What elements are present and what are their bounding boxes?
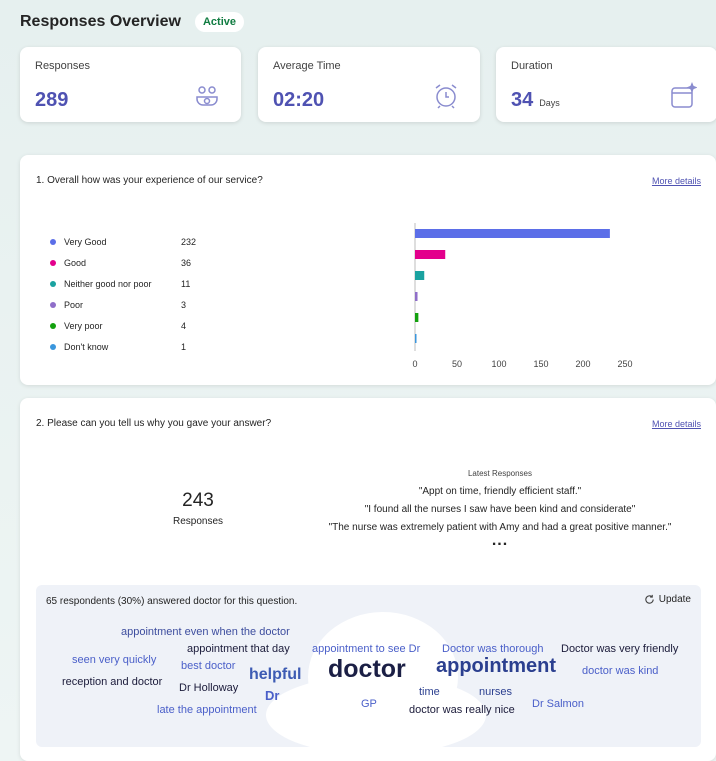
word-cloud-term[interactable]: appointment to see Dr [312, 643, 421, 655]
question-1-panel: 1. Overall how was your experience of ou… [20, 155, 716, 385]
x-tick-label: 50 [452, 359, 462, 369]
word-cloud-term[interactable]: reception and doctor [62, 676, 163, 688]
x-tick-label: 100 [491, 359, 506, 369]
x-tick-label: 250 [617, 359, 632, 369]
word-cloud-term[interactable]: late the appointment [157, 704, 257, 716]
latest-response-quote: "I found all the nurses I saw have been … [364, 504, 636, 515]
alarm-clock-icon [435, 84, 457, 109]
latest-response-quote: "The nurse was extremely patient with Am… [328, 522, 672, 533]
question-2-panel: 2. Please can you tell us why you gave y… [20, 398, 716, 761]
update-label: Update [658, 594, 691, 605]
word-cloud-term[interactable]: Dr Salmon [532, 698, 584, 710]
stat-card-average-time: Average Time 02:20 [258, 47, 480, 122]
page-title: Responses Overview [20, 13, 181, 30]
response-count: 243 [182, 490, 214, 511]
word-cloud-term[interactable]: Dr [265, 688, 280, 703]
legend-row: Neither good nor poor 11 [50, 273, 196, 294]
legend-count: 4 [181, 320, 187, 331]
legend-label: Good [64, 257, 87, 268]
word-cloud-term[interactable]: appointment that day [187, 643, 290, 655]
legend-label: Don't know [64, 341, 109, 352]
legend-label: Very poor [64, 320, 103, 331]
latest-responses-title: Latest Responses [467, 469, 533, 478]
stat-value: 02:20 [273, 89, 325, 111]
legend-count: 36 [181, 257, 192, 268]
bar-very-poor[interactable] [415, 313, 419, 322]
status-badge: Active [194, 12, 244, 32]
legend-color-dot [50, 238, 56, 245]
legend-label: Neither good nor poor [64, 278, 152, 289]
word-cloud-term[interactable]: appointment even when the doctor [121, 626, 290, 638]
stat-label: Average Time [273, 60, 341, 72]
bar-poor[interactable] [415, 292, 418, 301]
x-tick-label: 150 [533, 359, 548, 369]
stat-value: 289 [35, 89, 69, 111]
word-cloud-term[interactable]: Dr Holloway [179, 682, 239, 694]
question-2-more-details-link[interactable]: More details [651, 419, 701, 429]
legend-count: 11 [181, 278, 191, 289]
word-cloud-summary: 65 respondents (30%) answered doctor for… [46, 596, 298, 607]
stat-label: Responses [35, 60, 91, 72]
word-cloud-term[interactable]: doctor was really nice [409, 704, 515, 716]
bar-neither-good-nor-poor[interactable] [415, 271, 425, 280]
bar-don-t-know[interactable] [415, 334, 417, 343]
x-tick-label: 200 [575, 359, 590, 369]
more-responses-ellipsis[interactable]: ... [491, 532, 509, 549]
stat-label: Duration [511, 60, 553, 72]
stat-card-duration: Duration 34 Days [496, 47, 716, 122]
people-icon [196, 86, 218, 106]
calendar-sparkle-icon [671, 82, 697, 108]
word-cloud-box: 65 respondents (30%) answered doctor for… [36, 585, 701, 747]
page-header: Responses Overview Active [20, 12, 244, 32]
word-cloud-term[interactable]: time [419, 686, 440, 698]
legend-row: Good 36 [50, 252, 196, 273]
question-2-title: 2. Please can you tell us why you gave y… [36, 418, 272, 429]
legend-count: 232 [181, 236, 197, 247]
legend-count: 1 [181, 341, 187, 352]
stat-unit: Days [539, 98, 560, 108]
legend-row: Very poor 4 [50, 315, 196, 336]
legend-color-dot [50, 343, 56, 350]
word-cloud-term[interactable]: doctor was kind [582, 665, 659, 677]
word-cloud-term[interactable]: Doctor was very friendly [561, 643, 679, 655]
bar-good[interactable] [415, 250, 446, 259]
response-count-label: Responses [172, 516, 224, 527]
legend-row: Poor 3 [50, 294, 196, 315]
update-button[interactable]: Update [644, 594, 691, 605]
legend-color-dot [50, 259, 56, 266]
word-cloud-term[interactable]: best doctor [181, 660, 236, 672]
legend-count: 3 [181, 299, 187, 310]
word-cloud-term[interactable]: doctor [328, 655, 406, 683]
legend-color-dot [50, 322, 56, 329]
word-cloud-highlight [266, 675, 486, 747]
word-cloud-term[interactable]: nurses [479, 686, 513, 698]
legend-color-dot [50, 280, 56, 287]
refresh-icon [645, 594, 654, 604]
stat-value: 34 Days [511, 89, 560, 111]
legend-row: Very Good 232 [50, 231, 196, 252]
legend-row: Don't know 1 [50, 336, 196, 357]
word-cloud-term[interactable]: helpful [249, 666, 302, 683]
word-cloud-term[interactable]: seen very quickly [72, 654, 157, 666]
legend-label: Very Good [64, 236, 107, 247]
x-tick-label: 0 [412, 359, 417, 369]
chart-legend: Very Good 232 Good 36 Neither good nor poor 1… [50, 231, 196, 357]
latest-response-quote: "Appt on time, friendly efficient staff.… [418, 486, 582, 497]
stat-card-responses: Responses 289 [20, 47, 241, 122]
question-1-more-details-link[interactable]: More details [651, 176, 701, 186]
bar-very-good[interactable] [415, 229, 610, 238]
bar-chart: 0 50 100 150 200 250 [412, 223, 633, 369]
word-cloud-term[interactable]: Doctor was thorough [442, 643, 544, 655]
word-cloud-term[interactable]: GP [361, 698, 377, 710]
question-1-title: 1. Overall how was your experience of ou… [36, 175, 263, 186]
legend-label: Poor [64, 299, 84, 310]
legend-color-dot [50, 301, 56, 308]
word-cloud-term[interactable]: appointment [436, 655, 556, 677]
